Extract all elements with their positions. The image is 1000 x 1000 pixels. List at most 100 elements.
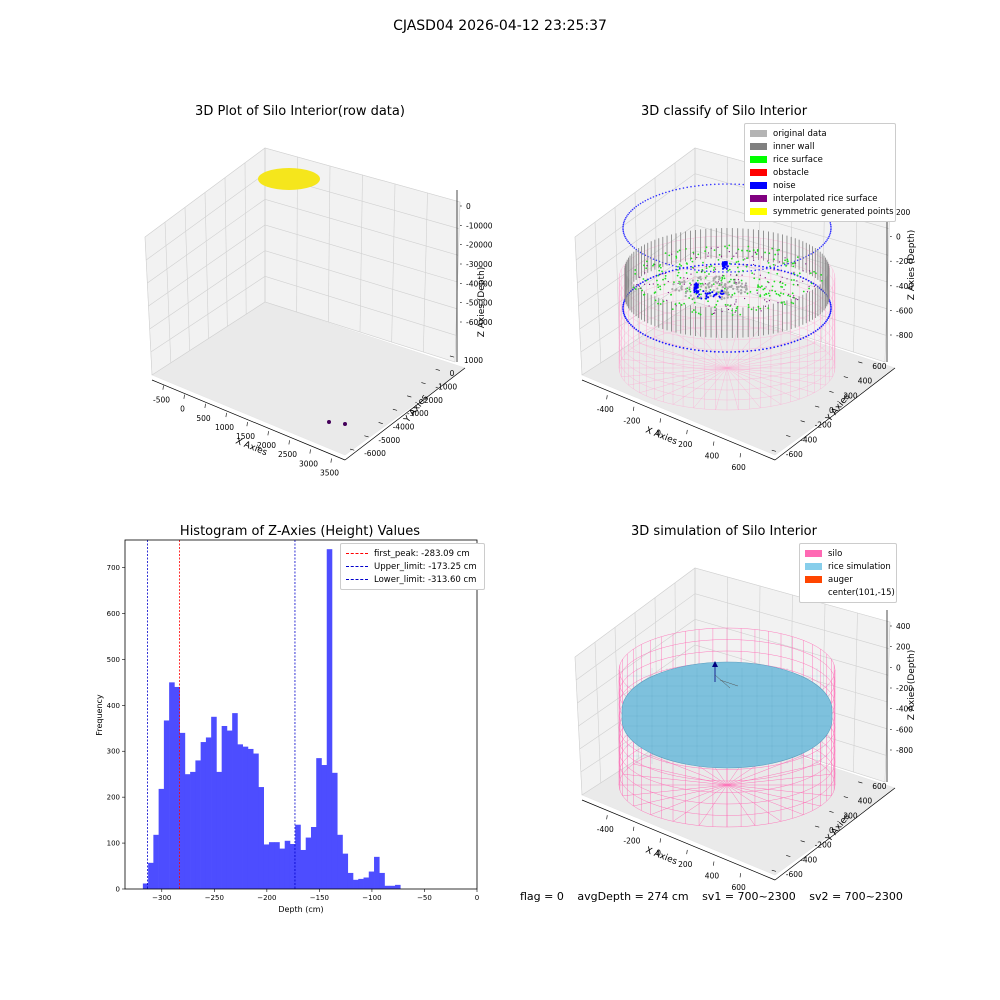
cls-noise-point: [822, 323, 824, 326]
cls-noise-point: [758, 269, 760, 271]
sim-silo-spoke: [698, 784, 728, 826]
raw-z-tick-label: -20000: [466, 241, 493, 250]
classify-legend-label: original data: [773, 128, 827, 139]
cls-noise-point: [622, 307, 624, 309]
cls-original-point: [671, 287, 674, 291]
cls-noise-point: [626, 319, 628, 321]
cls-interp-point: [797, 284, 799, 286]
cls-noise-point: [714, 293, 717, 296]
cls-noise-point: [723, 262, 726, 265]
cls-noise-point: [825, 320, 827, 323]
cls-rice-point: [642, 278, 645, 280]
cls-rice-point: [659, 263, 662, 266]
cls-rice-point: [752, 249, 755, 252]
classify-legend-label: symmetric generated points: [773, 206, 894, 217]
cls-rice-point: [703, 271, 706, 274]
cls-noise-point: [622, 301, 625, 304]
cls-rice-point: [751, 272, 754, 275]
cls-rice-point: [734, 309, 737, 312]
cls-interp-point: [730, 304, 732, 306]
cls-interp-point: [690, 273, 692, 275]
cls-interp-point: [720, 255, 723, 257]
cls-noise-point: [829, 312, 832, 315]
cls-y-tick: [829, 390, 834, 393]
cls-silo-spoke: [639, 367, 728, 393]
histogram-bar: [205, 737, 212, 889]
cls-noise-point: [682, 347, 685, 349]
cls-noise-point: [711, 291, 714, 294]
raw-x-tick-label: 3000: [299, 459, 318, 468]
cls-interp-point: [693, 267, 695, 269]
cls-noise-point: [802, 277, 805, 280]
cls-rice-point: [792, 283, 795, 286]
cls-noise-point: [713, 270, 716, 273]
histogram-bar: [374, 856, 380, 889]
cls-noise-point: [734, 271, 736, 273]
cls-noise-point: [695, 291, 698, 294]
cls-interp-point: [683, 277, 685, 279]
cls-interp-point: [769, 290, 771, 292]
cls-rice-point: [763, 287, 766, 290]
cls-noise-point: [799, 338, 802, 341]
cls-noise-point: [700, 297, 703, 300]
histogram-bar: [179, 732, 186, 889]
cls-rice-point: [685, 247, 687, 250]
cls-rice-point: [784, 259, 786, 262]
cls-rice-point: [757, 305, 760, 308]
cls-interp-point: [721, 310, 723, 313]
cls-rice-point: [792, 265, 795, 268]
cls-silo-spoke: [726, 326, 739, 369]
cls-original-point: [740, 291, 743, 294]
cls-original-point: [679, 281, 682, 284]
cls-rice-point: [659, 303, 662, 305]
cls-noise-point: [694, 269, 696, 271]
cls-noise-point: [796, 339, 799, 342]
cls-rice-point: [659, 285, 662, 288]
histogram-bar: [326, 549, 333, 889]
histogram-y-tick-label: 100: [107, 840, 120, 848]
cls-interp-point: [777, 302, 779, 304]
histogram-frame: [124, 539, 478, 890]
histogram-y-tick-label: 500: [107, 656, 120, 664]
raw-gridline: [454, 201, 461, 363]
raw-outlier-point: [327, 420, 331, 424]
cls-noise-point: [721, 290, 724, 293]
sim-x-axis-line: [581, 799, 776, 881]
raw-y-tick: [407, 395, 412, 398]
cls-noise-point: [726, 271, 728, 273]
raw-point-cloud: [258, 168, 320, 190]
sim-y-tick: [771, 869, 777, 872]
cls-rice-point: [728, 262, 731, 265]
cls-noise-point: [726, 265, 729, 268]
cls-interp-point: [733, 255, 735, 257]
cls-rice-point: [737, 270, 740, 273]
cls-interp-point: [675, 305, 677, 307]
cls-noise-point: [661, 341, 664, 344]
cls-interp-point: [766, 260, 769, 262]
cls-noise-point: [690, 268, 692, 271]
cls-rice-point: [645, 260, 648, 263]
cls-interp-point: [701, 270, 703, 272]
histogram-bar: [258, 787, 264, 889]
cls-rice-point: [786, 260, 789, 263]
sim-z-tick-label: 200: [896, 643, 911, 652]
cls-rice-point: [763, 294, 766, 296]
classify-legend-swatch: [750, 156, 767, 163]
sim-silo-spoke: [726, 763, 821, 786]
cls-noise-point: [622, 227, 624, 229]
histogram-legend-line: [346, 566, 368, 567]
cls-noise-point: [624, 218, 626, 221]
cls-rice-point: [767, 292, 770, 295]
cls-rice-point: [730, 278, 732, 281]
cls-noise-point: [721, 267, 724, 270]
cls-interp-point: [660, 273, 662, 275]
cls-rice-point: [673, 281, 675, 284]
cls-rice-point: [692, 309, 695, 311]
cls-rice-point: [728, 244, 731, 247]
cls-rice-point: [670, 293, 673, 296]
cls-noise-point: [828, 235, 830, 238]
cls-rice-point: [776, 272, 779, 275]
cls-interp-point: [793, 295, 795, 297]
cls-noise-point: [829, 222, 832, 224]
cls-original-point: [727, 281, 730, 284]
